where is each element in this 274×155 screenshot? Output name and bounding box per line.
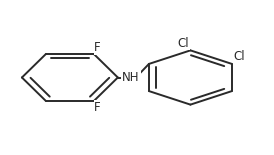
Text: F: F: [94, 41, 101, 54]
Text: Cl: Cl: [178, 37, 189, 50]
Text: F: F: [94, 101, 101, 114]
Text: NH: NH: [122, 71, 140, 84]
Text: Cl: Cl: [233, 51, 245, 63]
